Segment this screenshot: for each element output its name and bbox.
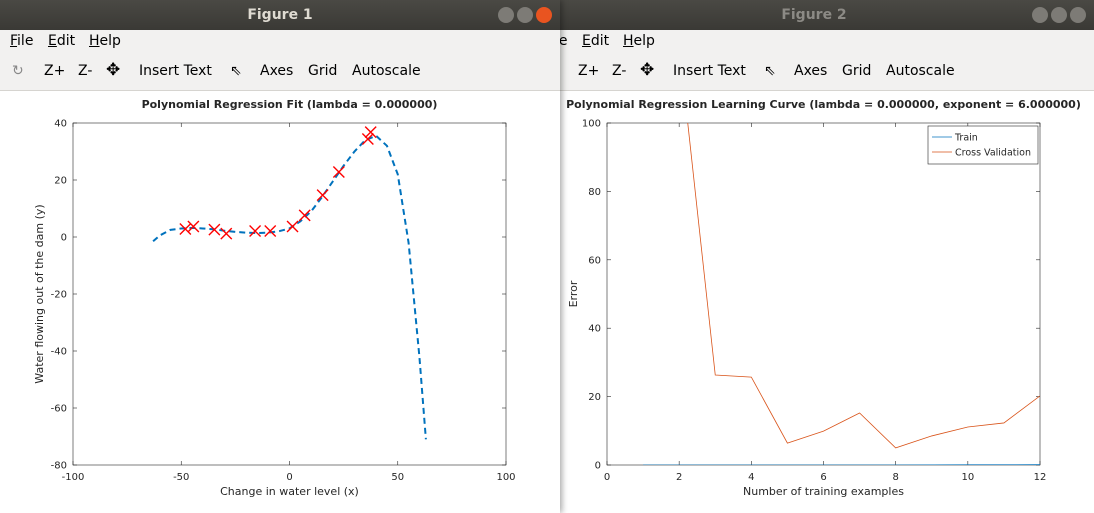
data-marker — [208, 223, 221, 236]
pointer-icon[interactable]: ⇖ — [764, 63, 776, 79]
rotate-icon[interactable]: ↻ — [12, 63, 24, 79]
data-marker — [316, 189, 329, 202]
y-tick-label: -60 — [51, 404, 67, 415]
data-marker — [298, 209, 311, 222]
title-bar: Figure 1 — [0, 0, 560, 30]
toolbar: ↻ Z+ Z- ✥ Insert Text ⇖ Axes Grid Autosc… — [534, 52, 1094, 91]
x-tick-label: -100 — [62, 472, 85, 483]
data-marker — [364, 126, 377, 139]
x-axis-label: Number of training examples — [743, 485, 904, 498]
y-tick-label: 20 — [54, 176, 67, 187]
toolbar: ↻ Z+ Z- ✥ Insert Text ⇖ Axes Grid Autosc… — [0, 52, 560, 91]
data-marker — [332, 166, 345, 179]
y-tick-label: 0 — [61, 233, 67, 244]
maximize[interactable] — [1051, 7, 1067, 23]
x-tick-label: -50 — [173, 472, 189, 483]
pan-icon[interactable]: ✥ — [106, 60, 121, 80]
menu-bar: File Edit Help — [0, 30, 560, 52]
data-marker — [179, 223, 192, 236]
x-tick-label: 100 — [496, 472, 515, 483]
pan-icon[interactable]: ✥ — [640, 60, 655, 80]
tool-button[interactable]: Z- — [612, 63, 627, 79]
tool-button[interactable]: Autoscale — [352, 63, 421, 79]
data-marker — [264, 225, 277, 238]
tool-button[interactable]: Insert Text — [139, 63, 212, 79]
figure-window: Figure 2 File Edit Help ↻ Z+ Z- ✥ Insert… — [534, 0, 1094, 513]
tool-button[interactable]: Z- — [78, 63, 93, 79]
window-title: Figure 2 — [781, 7, 847, 23]
legend-label: Cross Validation — [955, 148, 1031, 159]
menu-item[interactable]: Edit — [48, 33, 76, 49]
title-bar: Figure 2 — [534, 0, 1094, 30]
data-marker — [361, 132, 374, 145]
y-axis-label: Error — [567, 280, 580, 307]
plot-area — [72, 122, 507, 466]
data-marker — [187, 220, 200, 233]
legend-box — [927, 125, 1039, 165]
y-tick-label: 60 — [588, 255, 601, 266]
tool-button[interactable]: Autoscale — [886, 63, 955, 79]
y-tick-label: -20 — [51, 290, 67, 301]
tool-button[interactable]: Grid — [308, 63, 338, 79]
data-marker — [249, 225, 262, 238]
x-tick-label: 12 — [1034, 472, 1047, 483]
y-tick-label: -40 — [51, 347, 67, 358]
x-tick-label: 0 — [604, 472, 610, 483]
menu-bar: File Edit Help — [534, 30, 1094, 52]
close[interactable] — [1070, 7, 1086, 23]
series-line — [152, 134, 427, 440]
x-tick-label: 2 — [676, 472, 682, 483]
y-tick-label: 0 — [595, 461, 601, 472]
close[interactable] — [536, 7, 552, 23]
window-title: Figure 1 — [247, 7, 313, 23]
x-tick-label: 8 — [892, 472, 898, 483]
y-axis-label: Water flowing out of the dam (y) — [33, 204, 46, 383]
tool-button[interactable]: Axes — [794, 63, 828, 79]
x-tick-label: 10 — [961, 472, 974, 483]
plot-area — [606, 122, 1041, 466]
chart-title: Polynomial Regression Learning Curve (la… — [566, 98, 1081, 111]
y-tick-label: -80 — [51, 461, 67, 472]
x-tick-label: 4 — [748, 472, 754, 483]
series-line — [687, 123, 1040, 449]
menu-item[interactable]: File — [10, 33, 34, 49]
legend-label: Train — [954, 133, 978, 144]
y-tick-label: 100 — [582, 119, 601, 130]
chart: Polynomial Regression Learning Curve (la… — [566, 98, 1081, 498]
y-tick-label: 80 — [588, 187, 601, 198]
tool-button[interactable]: Z+ — [578, 63, 600, 79]
chart: Polynomial Regression Fit (lambda = 0.00… — [33, 98, 516, 498]
data-marker — [220, 227, 233, 240]
minimize[interactable] — [498, 7, 514, 23]
data-marker — [286, 220, 299, 233]
menu-item[interactable]: Help — [623, 33, 655, 49]
x-tick-label: 0 — [286, 472, 292, 483]
chart-title: Polynomial Regression Fit (lambda = 0.00… — [142, 98, 438, 111]
x-tick-label: 6 — [820, 472, 826, 483]
tool-button[interactable]: Axes — [260, 63, 294, 79]
tool-button[interactable]: Z+ — [44, 63, 66, 79]
tool-button[interactable]: Grid — [842, 63, 872, 79]
figure-window: Figure 1 File Edit Help ↻ Z+ Z- ✥ Insert… — [0, 0, 560, 513]
x-tick-label: 50 — [391, 472, 404, 483]
y-tick-label: 40 — [54, 119, 67, 130]
y-tick-label: 40 — [588, 324, 601, 335]
maximize[interactable] — [517, 7, 533, 23]
y-tick-label: 20 — [588, 392, 601, 403]
minimize[interactable] — [1032, 7, 1048, 23]
pointer-icon[interactable]: ⇖ — [230, 63, 242, 79]
tool-button[interactable]: Insert Text — [673, 63, 746, 79]
x-axis-label: Change in water level (x) — [220, 485, 359, 498]
menu-item[interactable]: Edit — [582, 33, 610, 49]
menu-item[interactable]: Help — [89, 33, 121, 49]
